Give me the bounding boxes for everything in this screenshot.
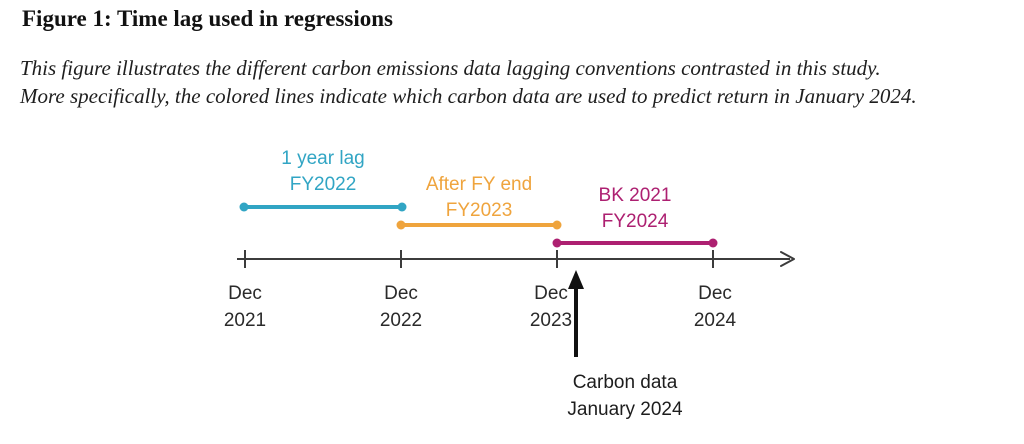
segment-1-year-lag-start-dot	[239, 202, 249, 212]
label-after-fy-end: After FY end FY2023	[394, 172, 564, 224]
tick-label-dec-2022: Dec 2022	[356, 280, 446, 334]
tick-label-dec-2021: Dec 2021	[200, 280, 290, 334]
carbon-data-annotation-line1: Carbon data	[572, 372, 678, 393]
carbon-data-annotation-line2: January 2024	[567, 399, 683, 420]
figure-caption-line1: This figure illustrates the different ca…	[20, 56, 881, 80]
figure-caption: This figure illustrates the different ca…	[20, 54, 917, 110]
tick-year: 2022	[379, 310, 423, 331]
axis-arrowhead-icon	[780, 251, 795, 267]
tick-year: 2024	[693, 310, 737, 331]
tick-month: Dec	[228, 283, 262, 304]
tick-year: 2023	[529, 310, 573, 331]
timeline-diagram	[237, 202, 795, 357]
label-after-fy-end-fy: FY2023	[445, 200, 513, 221]
carbon-data-annotation: Carbon data January 2024	[540, 369, 710, 423]
carbon-data-arrowhead-icon	[568, 270, 584, 289]
label-bk-2021-name: BK 2021	[598, 185, 672, 206]
label-after-fy-end-name: After FY end	[425, 174, 533, 195]
segment-after-fy-end-end-dot	[552, 220, 562, 230]
segment-bk-2021-start-dot	[552, 238, 562, 248]
segment-1-year-lag-end-dot	[397, 202, 407, 212]
label-1-year-lag-name: 1 year lag	[281, 148, 365, 169]
tick-month: Dec	[384, 283, 418, 304]
segment-after-fy-end-start-dot	[396, 220, 406, 230]
tick-label-dec-2024: Dec 2024	[670, 280, 760, 334]
segment-bk-2021-end-dot	[708, 238, 718, 248]
figure-title: Figure 1: Time lag used in regressions	[22, 6, 394, 31]
label-bk-2021: BK 2021 FY2024	[550, 183, 720, 235]
label-1-year-lag: 1 year lag FY2022	[238, 146, 408, 198]
tick-month: Dec	[534, 283, 568, 304]
label-1-year-lag-fy: FY2022	[289, 174, 357, 195]
tick-month: Dec	[698, 283, 732, 304]
tick-year: 2021	[223, 310, 267, 331]
tick-label-dec-2023: Dec 2023	[506, 280, 596, 334]
label-bk-2021-fy: FY2024	[601, 211, 669, 232]
figure-caption-line2: More specifically, the colored lines ind…	[20, 84, 917, 108]
